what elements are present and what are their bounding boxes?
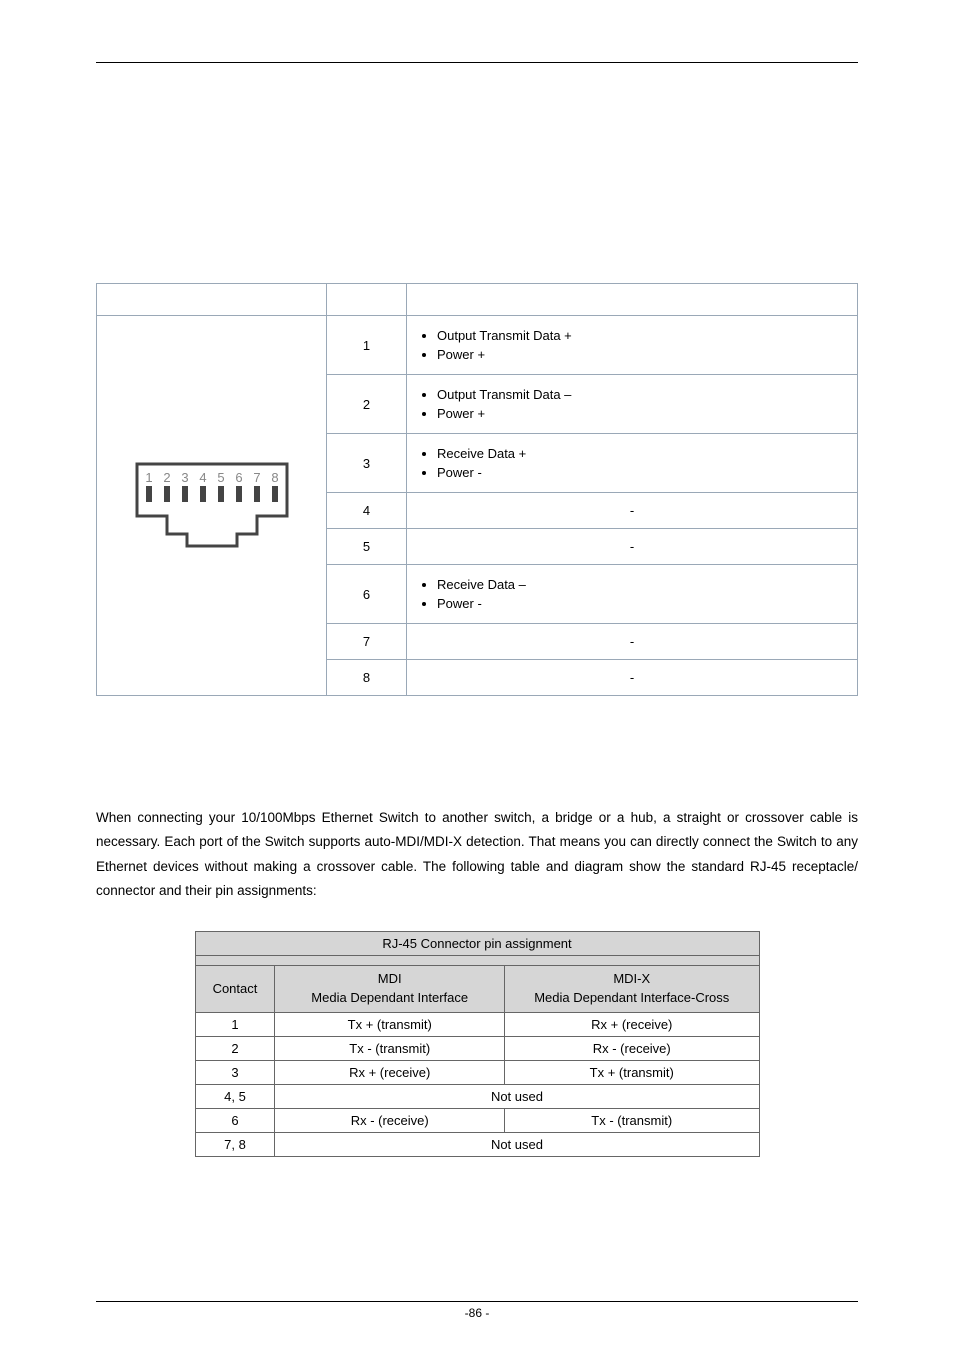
bullet: Receive Data – [437, 577, 845, 592]
cell-mdix: Tx + (transmit) [505, 1060, 760, 1084]
svg-text:4: 4 [199, 470, 206, 485]
col-mdix: MDI-X Media Dependant Interface-Cross [505, 966, 760, 1013]
pin-description: - [407, 624, 858, 660]
svg-text:3: 3 [181, 470, 188, 485]
mdix-line2: Media Dependant Interface-Cross [534, 990, 729, 1005]
cell-span: Not used [275, 1132, 759, 1156]
footer: -86 - [96, 1301, 858, 1320]
pin-description: Output Transmit Data – Power + [407, 375, 858, 434]
mdi-line1: MDI [378, 971, 402, 986]
table-title-row: RJ-45 Connector pin assignment [195, 932, 759, 956]
svg-text:8: 8 [271, 470, 278, 485]
pin-description: - [407, 660, 858, 696]
cell-contact: 4, 5 [195, 1084, 275, 1108]
table-row: 1 Tx + (transmit) Rx + (receive) [195, 1012, 759, 1036]
bullet: Output Transmit Data + [437, 328, 845, 343]
pin-number: 7 [327, 624, 407, 660]
table-header-row: Contact MDI Media Dependant Interface MD… [195, 966, 759, 1013]
rj45-connector-icon: 1 2 3 4 5 6 7 8 [127, 454, 297, 554]
bullet: Power + [437, 347, 845, 362]
page: 1 2 3 4 5 6 7 8 [0, 0, 954, 1350]
connector-image-cell: 1 2 3 4 5 6 7 8 [97, 316, 327, 696]
bullet: Power - [437, 596, 845, 611]
bullet: Receive Data + [437, 446, 845, 461]
table-row: 2 Tx - (transmit) Rx - (receive) [195, 1036, 759, 1060]
pin-description: Output Transmit Data + Power + [407, 316, 858, 375]
pin-description: - [407, 529, 858, 565]
rj45-pin-assignment-table: RJ-45 Connector pin assignment Contact M… [195, 931, 760, 1157]
table-row: 1 2 3 4 5 6 7 8 [97, 316, 858, 375]
pin-description: Receive Data – Power - [407, 565, 858, 624]
pin-number: 4 [327, 493, 407, 529]
cell-mdix: Rx - (receive) [505, 1036, 760, 1060]
mdix-line1: MDI-X [613, 971, 650, 986]
svg-text:1: 1 [145, 470, 152, 485]
pin-number: 5 [327, 529, 407, 565]
svg-text:5: 5 [217, 470, 224, 485]
svg-text:2: 2 [163, 470, 170, 485]
content-area: 1 2 3 4 5 6 7 8 [96, 63, 858, 1157]
description-paragraph: When connecting your 10/100Mbps Ethernet… [96, 806, 858, 903]
pin-number: 6 [327, 565, 407, 624]
table-row: 7, 8 Not used [195, 1132, 759, 1156]
cell-contact: 2 [195, 1036, 275, 1060]
cell-mdi: Rx + (receive) [275, 1060, 505, 1084]
cell-mdi: Tx + (transmit) [275, 1012, 505, 1036]
cell-mdix: Rx + (receive) [505, 1012, 760, 1036]
table-title: RJ-45 Connector pin assignment [195, 932, 759, 956]
pin-description: - [407, 493, 858, 529]
mdi-line2: Media Dependant Interface [311, 990, 468, 1005]
cell-mdi: Tx - (transmit) [275, 1036, 505, 1060]
cell-span: Not used [275, 1084, 759, 1108]
pin-number: 8 [327, 660, 407, 696]
svg-text:6: 6 [235, 470, 242, 485]
bullet: Power + [437, 406, 845, 421]
table-spacer-row [195, 956, 759, 966]
cell-mdi: Rx - (receive) [275, 1108, 505, 1132]
pin-description-table: 1 2 3 4 5 6 7 8 [96, 283, 858, 696]
svg-text:7: 7 [253, 470, 260, 485]
pin-description: Receive Data + Power - [407, 434, 858, 493]
bullet: Output Transmit Data – [437, 387, 845, 402]
table-row: 6 Rx - (receive) Tx - (transmit) [195, 1108, 759, 1132]
pin-number: 2 [327, 375, 407, 434]
table-row: 3 Rx + (receive) Tx + (transmit) [195, 1060, 759, 1084]
cell-contact: 7, 8 [195, 1132, 275, 1156]
page-number: -86 - [96, 1306, 858, 1320]
col-contact: Contact [195, 966, 275, 1013]
table-row: 4, 5 Not used [195, 1084, 759, 1108]
cell-contact: 3 [195, 1060, 275, 1084]
cell-contact: 1 [195, 1012, 275, 1036]
bullet: Power - [437, 465, 845, 480]
pin-number: 3 [327, 434, 407, 493]
cell-contact: 6 [195, 1108, 275, 1132]
bottom-rule [96, 1301, 858, 1302]
col-mdi: MDI Media Dependant Interface [275, 966, 505, 1013]
table-row [97, 284, 858, 316]
cell-mdix: Tx - (transmit) [505, 1108, 760, 1132]
pin-number: 1 [327, 316, 407, 375]
